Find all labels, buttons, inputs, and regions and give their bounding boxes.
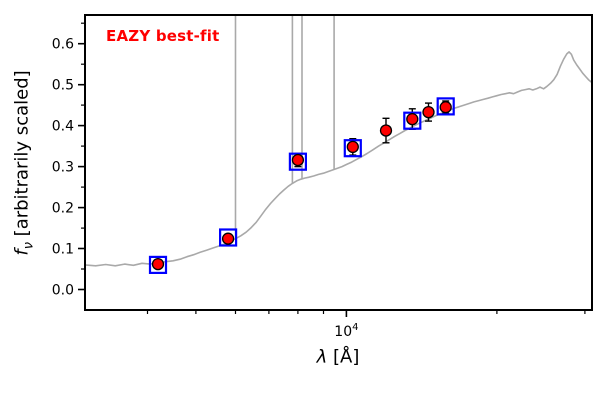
x-tick-label: 104 bbox=[334, 322, 358, 340]
y-tick-label: 0.2 bbox=[52, 201, 74, 217]
xlabel-units: [Å] bbox=[327, 346, 360, 368]
x-ticks: 104 bbox=[146, 310, 586, 340]
observed-photometry-points bbox=[151, 101, 452, 271]
y-ticks: 0.0 0.1 0.2 0.3 0.4 0.5 0.6 bbox=[52, 22, 85, 299]
y-tick-label: 0.6 bbox=[52, 37, 74, 53]
spectrum-line bbox=[85, 51, 592, 267]
ylabel-subscript: ν bbox=[21, 242, 37, 250]
axes-frame bbox=[84, 14, 593, 311]
bestfit-label: EAZY best-fit bbox=[106, 27, 220, 45]
y-tick-label: 0.4 bbox=[52, 119, 74, 135]
x-axis-label: λ [Å] bbox=[317, 347, 360, 368]
y-tick-label: 0.5 bbox=[52, 78, 74, 94]
xlabel-symbol: λ bbox=[316, 346, 328, 368]
y-tick-label: 0.0 bbox=[52, 283, 74, 299]
model-photometry-squares bbox=[148, 97, 455, 274]
y-axis-label: fν [arbitrarily scaled] bbox=[12, 70, 37, 255]
y-tick-label: 0.1 bbox=[52, 242, 74, 258]
ylabel-symbol: f bbox=[11, 249, 33, 256]
y-tick-label: 0.3 bbox=[52, 160, 74, 176]
emission-lines bbox=[234, 15, 335, 239]
ylabel-units: [arbitrarily scaled] bbox=[11, 70, 33, 243]
